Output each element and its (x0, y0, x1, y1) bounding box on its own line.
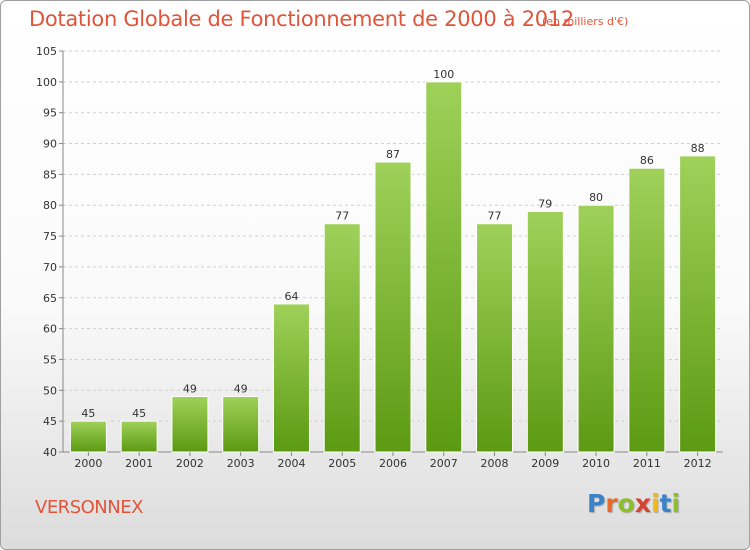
data-label-2003: 49 (234, 382, 248, 395)
bar-2009 (526, 210, 564, 453)
xtick-label: 2005 (328, 457, 356, 470)
brand-letter: x (634, 489, 651, 518)
ytick-label: 65 (43, 292, 57, 305)
xtick-label: 2011 (633, 457, 661, 470)
data-label-2012: 88 (691, 142, 705, 155)
data-label-2010: 80 (589, 191, 603, 204)
brand-letter: i (651, 489, 660, 518)
ytick-label: 75 (43, 230, 57, 243)
bar-2006 (374, 161, 412, 453)
bar-2001 (120, 420, 158, 453)
ytick-label: 50 (43, 384, 57, 397)
brand-letter: o (617, 489, 635, 518)
bar-2007 (425, 81, 463, 453)
brand-letter: t (659, 489, 672, 518)
xtick-label: 2004 (277, 457, 305, 470)
xtick-label: 2003 (227, 457, 255, 470)
ytick-label: 95 (43, 107, 57, 120)
bar-2000 (69, 420, 107, 453)
data-label-2011: 86 (640, 154, 654, 167)
data-label-2002: 49 (183, 382, 197, 395)
tick-labels: 40 45 50 55 60 65 70 75 80 85 90 95 100 105 2000 2001 20… (36, 45, 712, 470)
data-label-2004: 64 (284, 290, 298, 303)
xtick-label: 2012 (684, 457, 712, 470)
chart-title: Dotation Globale de Fonctionnement de 20… (29, 7, 574, 31)
ytick-label: 40 (43, 446, 57, 459)
ytick-label: 90 (43, 138, 57, 151)
data-labels: 45 45 49 49 64 77 87 100 77 79 80 86 88 (81, 68, 704, 420)
ytick-label: 60 (43, 323, 57, 336)
ytick-label: 55 (43, 353, 57, 366)
brand-letter: i (671, 489, 681, 518)
bars (69, 81, 717, 453)
bar-2004 (272, 303, 310, 453)
brand-letter: P (587, 489, 606, 518)
ytick-label: 105 (36, 45, 57, 58)
bar-2005 (323, 223, 361, 453)
commune-name: VERSONNEX (35, 497, 143, 518)
data-label-2008: 77 (488, 210, 502, 223)
chart-subtitle: (en milliers d'€) (542, 15, 629, 28)
bar-2010 (577, 204, 615, 453)
bar-2011 (628, 167, 666, 453)
bar-2008 (476, 223, 514, 453)
data-label-2005: 77 (335, 210, 349, 223)
ytick-label: 80 (43, 199, 57, 212)
xtick-label: 2009 (531, 457, 559, 470)
proxiti-logo[interactable]: Proxiti (587, 489, 680, 525)
xtick-label: 2000 (74, 457, 102, 470)
brand-letter: r (605, 489, 618, 518)
bar-2012 (679, 155, 717, 453)
bar-2002 (171, 395, 209, 453)
data-label-2000: 45 (81, 407, 95, 420)
data-label-2001: 45 (132, 407, 146, 420)
data-label-2007: 100 (433, 68, 454, 81)
xtick-label: 2006 (379, 457, 407, 470)
xtick-label: 2002 (176, 457, 204, 470)
ytick-label: 70 (43, 261, 57, 274)
ytick-label: 85 (43, 168, 57, 181)
data-label-2006: 87 (386, 148, 400, 161)
bar-2003 (222, 395, 260, 453)
xtick-label: 2008 (481, 457, 509, 470)
data-label-2009: 79 (538, 197, 552, 210)
xtick-label: 2010 (582, 457, 610, 470)
ytick-label: 45 (43, 415, 57, 428)
xtick-label: 2001 (125, 457, 153, 470)
xtick-label: 2007 (430, 457, 458, 470)
ytick-label: 100 (36, 76, 57, 89)
